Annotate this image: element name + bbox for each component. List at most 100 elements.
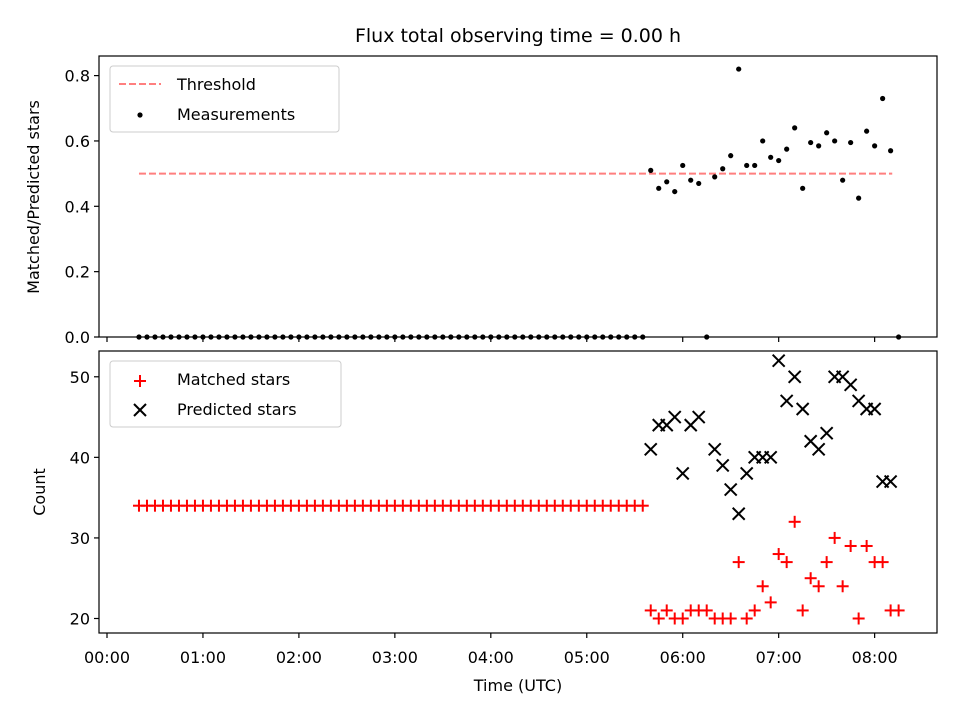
matched-point-86: [820, 556, 833, 569]
matched-point-81: [780, 556, 793, 569]
measurement-point-67: [672, 188, 678, 195]
matched-point-87: [828, 531, 841, 544]
measurements-legend-swatch: [137, 112, 143, 118]
predicted-point-11: [739, 466, 754, 481]
matched-point-65: [652, 612, 665, 625]
measurement-point-83: [800, 185, 806, 191]
matched-point-75: [732, 556, 745, 569]
predicted-point-29: [883, 474, 898, 489]
bottom-y-axis-label: Count: [30, 468, 49, 516]
matched-point-83: [796, 604, 809, 617]
x-tick-label-4: 04:00: [468, 648, 514, 667]
predicted-point-8: [715, 458, 730, 473]
measurement-point-73: [720, 166, 726, 172]
measurement-point-68: [680, 162, 686, 169]
bottom-y-tick-label-1: 30: [70, 529, 90, 548]
measurement-point-81: [784, 146, 790, 152]
measurement-point-87: [832, 138, 838, 144]
bottom-y-tick-label-2: 40: [70, 448, 90, 467]
top-axes-frame: [98, 55, 938, 338]
bottom-legend-box: [109, 360, 342, 428]
measurement-point-93: [880, 95, 886, 102]
measurement-point-85: [816, 143, 822, 149]
measurement-point-90: [856, 195, 862, 201]
predicted-point-3: [668, 410, 682, 424]
measurement-point-64: [648, 167, 654, 173]
predicted-point-6: [692, 410, 706, 424]
x-tick-label-7: 07:00: [756, 648, 802, 667]
x-tick-label-3: 03:00: [372, 648, 418, 667]
measurement-point-86: [824, 130, 830, 136]
matched-point-74: [724, 612, 737, 625]
measurement-point-78: [760, 138, 766, 144]
matched-point-77: [748, 604, 761, 617]
predicted-point-7: [707, 442, 722, 457]
bottom-legend: Matched stars Predicted stars: [109, 360, 342, 428]
x-tick-label-5: 05:00: [564, 648, 610, 667]
matched-point-85: [812, 580, 825, 593]
measurement-point-89: [848, 139, 854, 146]
matched-point-80: [772, 548, 785, 561]
bottom-y-tick-label-0: 20: [70, 609, 90, 628]
matched-point-66: [660, 604, 673, 617]
matched-point-63: [636, 499, 649, 512]
measurement-point-76: [744, 162, 750, 169]
matched-point-78: [756, 580, 769, 593]
predicted-point-0: [644, 442, 658, 457]
measurement-point-94: [888, 148, 894, 154]
matched-point-89: [844, 539, 857, 552]
measurement-point-74: [728, 153, 734, 159]
matched-point-64: [644, 604, 657, 617]
matched-point-82: [788, 515, 801, 528]
matched-point-79: [764, 596, 777, 609]
measurement-point-69: [688, 177, 694, 183]
predicted-point-24: [843, 378, 858, 392]
top-y-tick-label-1: 0.2: [65, 263, 90, 282]
top-y-ticks: 0.0 0.2 0.4 0.6 0.8: [65, 67, 99, 347]
predicted-point-15: [771, 353, 786, 368]
x-axis-label: Time (UTC): [473, 676, 562, 695]
predicted-legend-swatch: [133, 403, 147, 417]
predicted-point-27: [867, 402, 882, 416]
measurement-point-79: [768, 154, 774, 160]
measurement-point-91: [864, 128, 870, 134]
bottom-y-ticks: 20 30 40 50: [70, 368, 99, 628]
matched-point-68: [676, 612, 689, 625]
figure-title: Flux total observing time = 0.00 h: [355, 25, 681, 47]
top-y-axis-label: Matched/Predicted stars: [24, 100, 43, 294]
predicted-point-4: [676, 466, 690, 481]
top-y-tick-label-0: 0.0: [65, 328, 90, 347]
bottom-plot-area: [132, 353, 905, 625]
bottom-axes-frame: [98, 350, 938, 634]
x-tick-label-0: 00:00: [84, 648, 130, 667]
top-x-ticks: [106, 337, 876, 342]
predicted-point-14: [763, 450, 778, 465]
predicted-point-18: [795, 402, 810, 416]
x-tick-label-6: 06:00: [660, 648, 706, 667]
measurement-point-70: [696, 180, 702, 187]
measurement-point-82: [792, 125, 798, 131]
measurement-point-88: [840, 177, 846, 183]
measurements-legend-label: Measurements: [177, 105, 295, 124]
matched-point-91: [860, 539, 873, 552]
matched-point-90: [852, 612, 865, 625]
x-tick-label-8: 08:00: [852, 648, 898, 667]
top-legend: Threshold Measurements: [109, 65, 340, 133]
bottom-y-tick-label-3: 50: [70, 368, 90, 387]
predicted-legend-label: Predicted stars: [177, 400, 297, 419]
top-y-tick-label-2: 0.4: [65, 197, 90, 216]
top-panel: 0.00.20.40.60.8 Matched/Predicted stars …: [24, 55, 938, 347]
predicted-point-20: [811, 442, 826, 457]
top-y-tick-label-4: 0.8: [65, 67, 90, 86]
predicted-point-17: [787, 370, 802, 384]
measurement-point-72: [712, 174, 718, 180]
predicted-point-9: [723, 482, 738, 497]
matched-point-88: [836, 580, 849, 593]
bottom-x-ticks: 00:00 01:00 02:00 03:00 04:00 05:00 06:00 07:00…: [84, 633, 898, 667]
measurement-point-84: [808, 139, 814, 146]
matched-point-95: [892, 604, 905, 617]
predicted-point-16: [779, 394, 794, 408]
measurement-point-77: [752, 162, 758, 169]
